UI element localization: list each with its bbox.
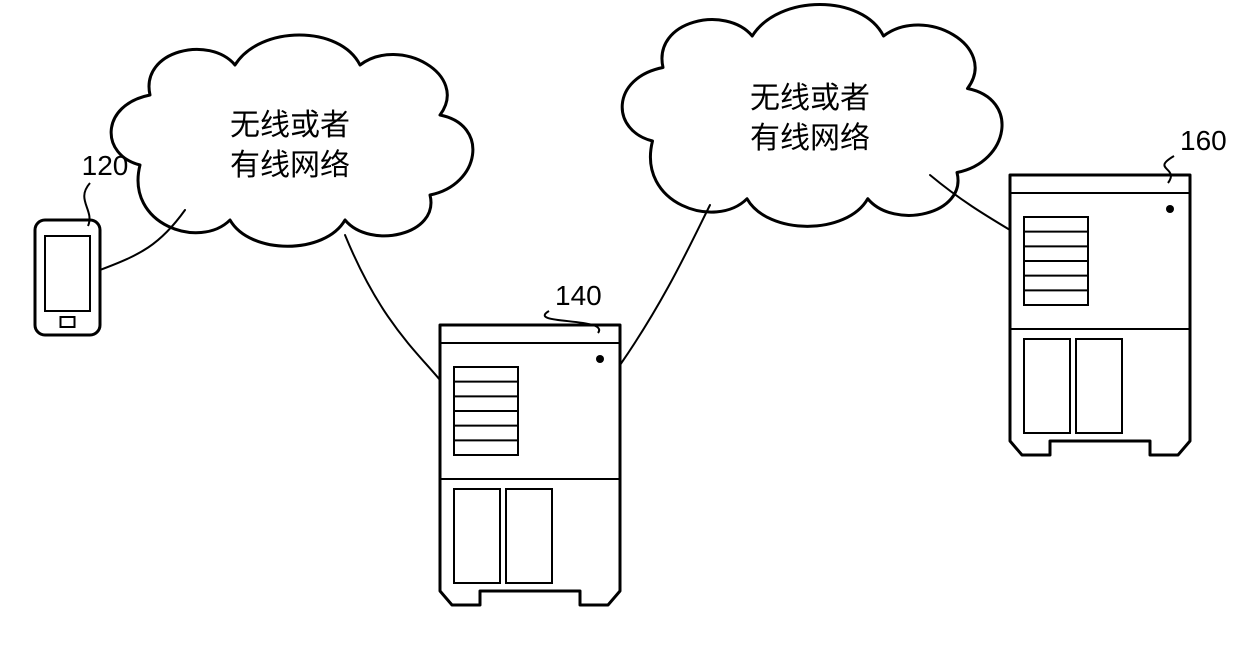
phone-screen (45, 236, 90, 311)
phone-device: 120 (35, 150, 128, 335)
link-cloud2-server2 (930, 175, 1010, 230)
server2: 160 (1010, 125, 1227, 455)
server1-lower-bay-right (506, 489, 552, 583)
server1-label-leader (545, 311, 599, 333)
server2-label: 160 (1180, 125, 1227, 156)
cloud1: 无线或者有线网络 (111, 35, 473, 246)
server2-lower-bay-right (1076, 339, 1122, 433)
phone-home-button (61, 317, 75, 327)
link-phone-cloud1 (100, 210, 185, 270)
server2-power-led (1166, 205, 1174, 213)
cloud2-text-line1: 无线或者 (750, 82, 870, 115)
server1-power-led (596, 355, 604, 363)
server2-lower-bay-left (1024, 339, 1070, 433)
cloud1-text-line1: 无线或者 (230, 109, 350, 142)
cloud2-text-line2: 有线网络 (750, 122, 870, 155)
cloud1-text-line2: 有线网络 (230, 149, 350, 182)
cloud2: 无线或者有线网络 (622, 5, 1002, 227)
link-cloud1-server1 (345, 235, 440, 380)
server1-lower-bay-left (454, 489, 500, 583)
link-server1-cloud2 (620, 205, 710, 365)
server2-label-leader (1164, 156, 1174, 183)
server1-label: 140 (555, 280, 602, 311)
cloud2-outline (622, 5, 1002, 227)
server1: 140 (440, 280, 620, 605)
